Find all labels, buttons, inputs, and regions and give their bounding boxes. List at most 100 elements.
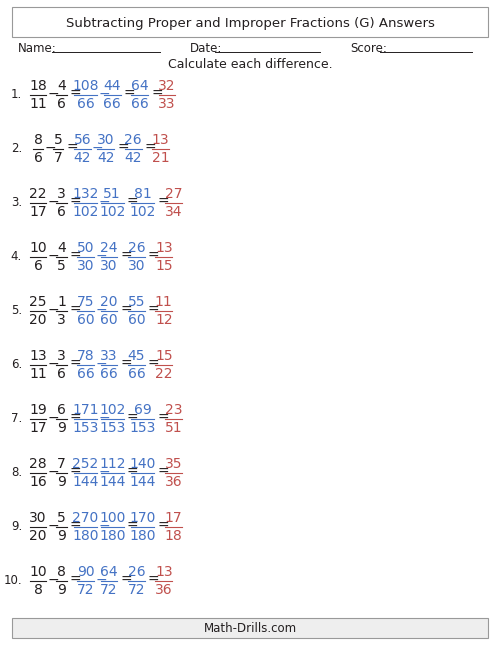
Text: 13: 13: [155, 565, 172, 580]
Text: 51: 51: [104, 188, 121, 201]
Text: 24: 24: [100, 241, 118, 256]
Text: 26: 26: [128, 241, 145, 256]
Text: −: −: [48, 519, 59, 533]
Text: 15: 15: [155, 259, 172, 272]
Text: 20: 20: [29, 313, 47, 327]
Text: 66: 66: [100, 366, 118, 380]
Text: 9: 9: [57, 529, 66, 542]
Text: −: −: [48, 87, 59, 101]
Text: 60: 60: [77, 313, 94, 327]
Text: −: −: [95, 249, 107, 263]
Text: 55: 55: [128, 296, 145, 309]
Text: 66: 66: [76, 96, 94, 111]
Text: Math-Drills.com: Math-Drills.com: [204, 622, 296, 635]
Text: 3: 3: [57, 188, 66, 201]
Text: 72: 72: [100, 582, 118, 597]
Text: 18: 18: [164, 529, 182, 542]
Text: =: =: [148, 249, 160, 263]
Text: =: =: [120, 573, 132, 587]
Text: 10.: 10.: [4, 575, 22, 587]
Text: =: =: [158, 195, 169, 209]
Text: 144: 144: [99, 474, 126, 488]
Text: 6: 6: [57, 404, 66, 417]
Text: 5: 5: [57, 512, 66, 525]
Text: −: −: [95, 357, 107, 371]
Text: Name:: Name:: [18, 41, 57, 54]
Text: 1.: 1.: [11, 89, 22, 102]
Text: 9: 9: [57, 474, 66, 488]
Text: 6.: 6.: [11, 358, 22, 371]
Text: 64: 64: [100, 565, 118, 580]
Text: 66: 66: [130, 96, 148, 111]
Text: 21: 21: [152, 151, 170, 164]
Text: 30: 30: [100, 259, 118, 272]
Text: =: =: [127, 411, 138, 425]
Text: −: −: [95, 573, 107, 587]
Text: 27: 27: [164, 188, 182, 201]
Text: 132: 132: [72, 188, 99, 201]
Text: 23: 23: [164, 404, 182, 417]
Text: 6: 6: [57, 204, 66, 219]
Text: 17: 17: [164, 512, 182, 525]
Text: 17: 17: [29, 204, 47, 219]
Text: 11: 11: [29, 366, 47, 380]
Text: 81: 81: [134, 188, 152, 201]
FancyBboxPatch shape: [12, 7, 488, 37]
Text: 34: 34: [164, 204, 182, 219]
Text: 1: 1: [57, 296, 66, 309]
Text: −: −: [98, 87, 110, 101]
Text: =: =: [145, 141, 156, 155]
Text: 30: 30: [77, 259, 94, 272]
Text: 13: 13: [152, 133, 170, 148]
Text: 11: 11: [29, 96, 47, 111]
Text: =: =: [70, 87, 82, 101]
Text: 8: 8: [34, 133, 42, 148]
Text: 112: 112: [99, 457, 126, 472]
Text: 170: 170: [130, 512, 156, 525]
Text: 102: 102: [72, 204, 99, 219]
Text: 69: 69: [134, 404, 152, 417]
Text: =: =: [158, 465, 169, 479]
Text: =: =: [70, 357, 82, 371]
Text: 4: 4: [57, 241, 66, 256]
Text: 13: 13: [155, 241, 172, 256]
Text: 144: 144: [72, 474, 99, 488]
Text: =: =: [158, 411, 169, 425]
Text: −: −: [44, 141, 56, 155]
Text: −: −: [48, 249, 59, 263]
Text: 26: 26: [124, 133, 142, 148]
Text: =: =: [70, 411, 82, 425]
Text: =: =: [127, 519, 138, 533]
Text: 102: 102: [99, 204, 126, 219]
Text: =: =: [148, 303, 160, 317]
Text: 66: 66: [76, 366, 94, 380]
Text: 42: 42: [97, 151, 114, 164]
Text: 75: 75: [77, 296, 94, 309]
Text: 36: 36: [155, 582, 172, 597]
Text: 140: 140: [130, 457, 156, 472]
Text: 45: 45: [128, 349, 145, 364]
Text: 18: 18: [29, 80, 47, 94]
Text: Date:: Date:: [190, 41, 222, 54]
Text: 100: 100: [99, 512, 126, 525]
Text: 22: 22: [29, 188, 47, 201]
Text: 25: 25: [29, 296, 47, 309]
Text: 180: 180: [72, 529, 99, 542]
Text: =: =: [124, 87, 136, 101]
Text: 90: 90: [77, 565, 94, 580]
Text: 30: 30: [128, 259, 145, 272]
Text: −: −: [98, 465, 110, 479]
Text: 2.: 2.: [11, 142, 22, 155]
Text: =: =: [70, 303, 82, 317]
Text: =: =: [148, 357, 160, 371]
Text: 66: 66: [128, 366, 146, 380]
Text: 8.: 8.: [11, 466, 22, 479]
Text: 4: 4: [57, 80, 66, 94]
Text: −: −: [48, 573, 59, 587]
Text: 8: 8: [34, 582, 42, 597]
Text: 19: 19: [29, 404, 47, 417]
Text: 180: 180: [130, 529, 156, 542]
Text: 15: 15: [155, 349, 172, 364]
Text: 66: 66: [104, 96, 121, 111]
Text: 16: 16: [29, 474, 47, 488]
